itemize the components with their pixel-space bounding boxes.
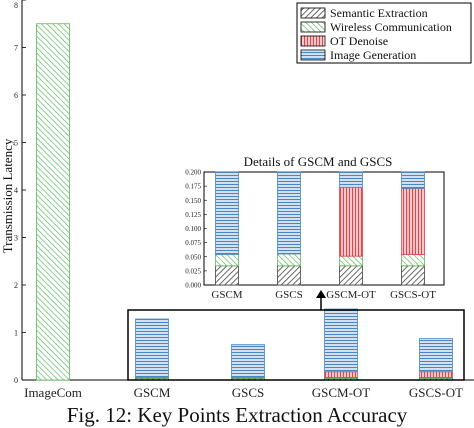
bar-gscs-image-generation: [231, 344, 265, 378]
bar-gscm-wireless-communication: [215, 254, 239, 267]
zoom-arrow: [316, 290, 326, 310]
main-y-ticks: 0 1 2 3 4 5 6 7 8: [14, 0, 26, 385]
legend-item-wireless-communication: Wireless Communication: [300, 20, 452, 34]
inset-y-ticks: 0.000 0.025 0.050 0.075 0.100 0.125 0.150 0.175…: [185, 169, 207, 290]
legend-label-ot-denoise: OT Denoise: [330, 34, 388, 48]
inset-y-tick-label: 0.100: [185, 225, 201, 233]
legend-item-semantic-extraction: Semantic Extraction: [300, 6, 428, 20]
main-y-tick-label: 7: [14, 44, 18, 53]
main-x-tick-label-gscm: GSCM: [134, 385, 171, 400]
inset-title: Details of GSCM and GSCS: [244, 154, 393, 169]
zoom-region-box: [127, 309, 465, 381]
bar-gscm-semantic-extraction: [215, 265, 239, 286]
inset-y-tick-label: 0.075: [185, 239, 201, 247]
main-y-axis-label: Transmission Latency: [0, 138, 15, 253]
inset-y-tick-label: 0.175: [185, 183, 201, 191]
legend-label-image-generation: Image Generation: [330, 48, 416, 62]
legend-item-ot-denoise: OT Denoise: [300, 34, 388, 48]
inset-y-tick-label: 0.025: [185, 267, 201, 275]
inset-x-tick-label-gscs: GSCS: [275, 289, 303, 301]
main-x-tick-label-gscs-ot: GSCS-OT: [409, 385, 463, 400]
legend-swatch-semantic-extraction: [300, 7, 326, 19]
main-y-tick-label: 8: [14, 1, 18, 10]
inset-y-tick-label: 0.150: [185, 197, 201, 205]
inset-x-tick-label-gscm-ot: GSCM-OT: [326, 289, 376, 301]
bar-gscs-ot-ot-denoise: [419, 371, 453, 378]
main-x-tick-label-gscm-ot: GSCM-OT: [312, 385, 371, 400]
inset-x-ticks: GSCM GSCS GSCM-OT GSCS-OT: [211, 289, 436, 301]
main-y-tick-label: 2: [14, 281, 18, 290]
bar-gscm-ot-semantic-extraction: [339, 265, 363, 286]
main-x-tick-label-gscs: GSCS: [232, 385, 265, 400]
legend-swatch-wireless-communication: [300, 21, 326, 33]
legend-item-image-generation: Image Generation: [300, 48, 416, 62]
main-x-ticks: ImageCom GSCM GSCS GSCM-OT GSCS-OT: [24, 385, 463, 400]
main-x-tick-label-imagecom: ImageCom: [24, 385, 82, 400]
bar-gscm-ot-wireless-communication: [339, 255, 363, 267]
bar-gscs-wireless-communication: [277, 253, 301, 267]
legend-label-wireless-communication: Wireless Communication: [330, 20, 452, 34]
bar-gscs-image-generation: [277, 171, 301, 255]
bar-imagecom-wireless-communication: [36, 23, 70, 381]
legend-swatch-ot-denoise: [300, 35, 326, 47]
legend: Semantic Extraction Wireless Communicati…: [296, 2, 472, 64]
bar-gscm-ot-image-generation: [339, 171, 363, 188]
bar-gscm-ot-ot-denoise: [324, 371, 358, 378]
main-bars: [36, 23, 453, 381]
main-y-tick-label: 6: [14, 91, 18, 100]
inset-y-tick-label: 0.000: [185, 282, 201, 290]
bar-gscm-image-generation: [215, 171, 239, 255]
inset-y-tick-label: 0.125: [185, 211, 201, 219]
legend-label-semantic-extraction: Semantic Extraction: [330, 6, 428, 20]
figure-caption: Fig. 12: Key Points Extraction Accuracy: [66, 403, 408, 427]
bar-gscs-ot-ot-denoise: [401, 187, 425, 255]
legend-swatch-image-generation: [300, 49, 326, 61]
inset-y-tick-label: 0.050: [185, 253, 201, 261]
main-y-tick-label: 1: [14, 329, 18, 338]
inset-x-tick-label-gscm: GSCM: [211, 289, 242, 301]
bar-gscs-ot-image-generation: [401, 171, 425, 189]
bar-gscm-ot-ot-denoise: [339, 186, 363, 257]
inset-x-tick-label-gscs-ot: GSCS-OT: [390, 289, 436, 301]
inset-y-tick-label: 0.200: [185, 169, 201, 177]
legend-box: [296, 2, 472, 64]
bar-gscm-image-generation: [135, 318, 169, 378]
bar-gscm-ot-image-generation: [324, 308, 358, 373]
inset-bars: [215, 171, 425, 286]
main-y-tick-label: 5: [14, 139, 18, 148]
main-y-tick-label: 0: [14, 376, 18, 385]
bar-gscs-semantic-extraction: [277, 265, 301, 286]
main-y-tick-label: 3: [14, 234, 18, 243]
bar-gscs-ot-semantic-extraction: [401, 265, 425, 286]
bar-gscs-ot-wireless-communication: [401, 254, 425, 267]
bar-gscs-ot-image-generation: [419, 338, 453, 373]
main-y-tick-label: 4: [14, 186, 18, 195]
